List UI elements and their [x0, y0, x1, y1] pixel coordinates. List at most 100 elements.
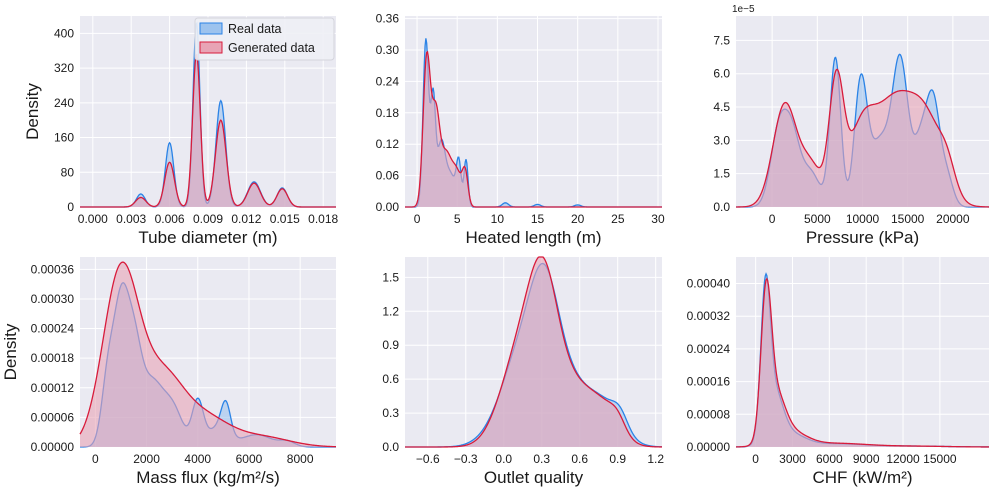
x-tick-label: 0.0 — [495, 452, 512, 466]
x-axis-label: Pressure (kPa) — [806, 228, 919, 247]
x-tick-label: 0.018 — [308, 212, 338, 226]
y-tick-label: 0.00000 — [31, 440, 75, 454]
legend-box — [194, 17, 335, 61]
y-tick-label: 0.0 — [382, 440, 399, 454]
x-tick-label: 10 — [491, 212, 505, 226]
y-tick-label: 160 — [54, 131, 74, 145]
scientific-offset-label: 1e−5 — [732, 4, 755, 15]
panel-chf: 0 3000 6000 9000 12000 15000 0.00000 0.00008 0.0… — [687, 257, 989, 487]
y-tick-label: 0.00018 — [31, 351, 75, 365]
x-tick-label: 25 — [611, 212, 625, 226]
x-axis-label: CHF (kW/m²) — [812, 468, 912, 487]
x-tick-label: 12000 — [886, 452, 920, 466]
x-axis-label: Heated length (m) — [465, 228, 601, 247]
x-tick-label: 0.000 — [78, 212, 108, 226]
y-tick-label: 0.24 — [376, 74, 400, 88]
panel-tube: 0.000 0.003 0.006 0.009 0.012 0.015 0.018 0 80 16… — [23, 16, 339, 247]
y-tick-label: 6.0 — [713, 67, 730, 81]
y-tick-label: 7.5 — [713, 33, 730, 47]
x-tick-label: 0 — [414, 212, 421, 226]
x-tick-label: 0.015 — [270, 212, 300, 226]
generated-density-area — [736, 69, 989, 207]
x-tick-label: −0.3 — [454, 452, 478, 466]
x-tick-label: 5 — [454, 212, 461, 226]
generated-density-line — [736, 68, 990, 208]
y-tick-label: 400 — [54, 26, 74, 40]
y-tick-label: 0.18 — [376, 106, 400, 120]
y-tick-label: 0.00030 — [31, 292, 75, 306]
generated-density-area — [80, 262, 336, 447]
x-tick-label: 20000 — [936, 212, 970, 226]
x-tick-label: 0.6 — [571, 452, 588, 466]
legend-label-real: Real data — [228, 22, 282, 36]
y-tick-label: 0.6 — [382, 372, 399, 386]
panel-massflux: 0 2000 4000 6000 8000 0.00000 0.00006 0.00012 0.… — [1, 257, 337, 487]
y-tick-label: 320 — [54, 61, 74, 75]
panel-heated: 0 5 10 15 20 25 30 0.00 0.06 0.12 0.18 0.24 0.30 0.36… — [376, 12, 665, 247]
x-tick-label: 15000 — [891, 212, 925, 226]
x-tick-label: 0.003 — [116, 212, 146, 226]
y-tick-label: 1.5 — [713, 167, 730, 181]
generated-density-area — [405, 51, 662, 207]
x-tick-label: 1.2 — [647, 452, 664, 466]
x-tick-label: 0.9 — [609, 452, 626, 466]
x-axis-label: Tube diameter (m) — [138, 228, 277, 247]
x-tick-label: 9000 — [853, 452, 880, 466]
y-tick-label: 0.00024 — [687, 342, 731, 356]
x-tick-label: 0 — [769, 212, 776, 226]
legend: Real data Generated data — [194, 17, 335, 61]
y-tick-label: 0.36 — [376, 12, 400, 26]
legend-swatch-real — [199, 22, 223, 35]
y-tick-label: 4.5 — [713, 100, 730, 114]
x-tick-label: 2000 — [133, 452, 160, 466]
y-tick-label: 0.00016 — [687, 375, 731, 389]
y-tick-label: 0.00036 — [31, 262, 75, 276]
y-tick-label: 0.00008 — [687, 407, 731, 421]
legend-swatch-generated — [199, 41, 223, 54]
y-tick-label: 3.0 — [713, 133, 730, 147]
x-tick-label: 6000 — [236, 452, 263, 466]
x-tick-label: 6000 — [816, 452, 843, 466]
x-tick-label: 5000 — [804, 212, 831, 226]
x-tick-label: 4000 — [184, 452, 211, 466]
y-tick-label: 1.2 — [382, 304, 399, 318]
x-tick-label: 8000 — [287, 452, 314, 466]
x-tick-label: 15000 — [923, 452, 957, 466]
x-tick-label: 0 — [92, 452, 99, 466]
y-tick-label: 0.30 — [376, 43, 400, 57]
generated-density-line — [405, 256, 663, 448]
y-tick-label: 1.5 — [382, 270, 399, 284]
y-tick-label: 0.3 — [382, 406, 399, 420]
y-tick-label: 0.00006 — [31, 410, 75, 424]
y-tick-label: 80 — [61, 165, 75, 179]
x-tick-label: 0 — [752, 452, 759, 466]
x-tick-label: 0.006 — [155, 212, 185, 226]
generated-density-line — [405, 50, 662, 208]
x-axis-label: Outlet quality — [484, 468, 584, 487]
y-tick-label: 0.12 — [376, 137, 400, 151]
y-axis-label: Density — [1, 323, 20, 380]
x-tick-label: 0.012 — [231, 212, 261, 226]
legend-label-generated: Generated data — [228, 41, 315, 55]
y-tick-label: 0.00012 — [31, 381, 75, 395]
y-tick-label: 0 — [67, 200, 74, 214]
x-tick-label: 3000 — [779, 452, 806, 466]
y-tick-label: 0.00 — [376, 200, 400, 214]
y-tick-label: 0.9 — [382, 338, 399, 352]
generated-density-line — [79, 261, 337, 448]
panel-pressure: 0 5000 10000 15000 20000 0.0 1.5 3.0 4.5 6.0 7.5 Pr… — [713, 4, 990, 247]
y-tick-label: 0.00000 — [687, 440, 731, 454]
generated-density-area — [405, 257, 662, 447]
generated-density-line — [735, 277, 989, 448]
y-tick-label: 0.00040 — [687, 277, 731, 291]
x-tick-label: 30 — [651, 212, 665, 226]
y-tick-label: 0.0 — [713, 200, 730, 214]
x-tick-label: 20 — [571, 212, 585, 226]
x-tick-label: 10000 — [846, 212, 880, 226]
x-tick-label: 0.3 — [533, 452, 550, 466]
x-tick-label: 15 — [531, 212, 545, 226]
y-tick-label: 0.00024 — [31, 322, 75, 336]
x-tick-label: −0.6 — [416, 452, 440, 466]
y-tick-label: 240 — [54, 96, 74, 110]
